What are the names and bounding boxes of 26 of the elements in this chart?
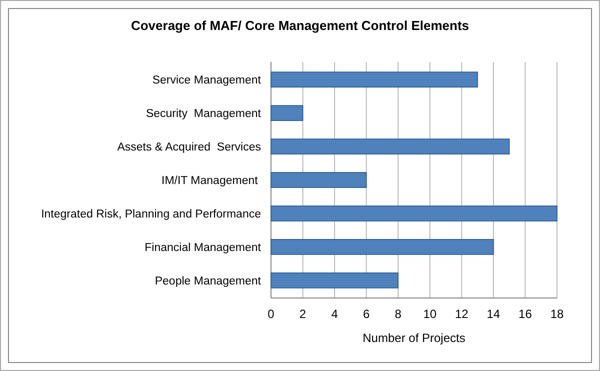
x-tick-label: 0 — [268, 307, 275, 321]
x-tick-label: 18 — [550, 307, 564, 321]
x-tick-label: 10 — [423, 307, 437, 321]
bar — [270, 138, 510, 154]
y-tick-label: Integrated Risk, Planning and Performance — [41, 208, 261, 220]
x-tick-label: 4 — [331, 307, 338, 321]
y-tick-label: Assets & Acquired Services — [117, 142, 262, 154]
y-tick-label: IM/IT Management — [162, 175, 261, 188]
y-tick-label: Financial Management — [144, 242, 262, 254]
x-tick-label: 14 — [486, 307, 500, 321]
bar — [270, 72, 478, 88]
x-tick-label: 12 — [454, 307, 469, 321]
y-tick-label: Security Management — [146, 108, 262, 120]
bar — [270, 172, 367, 188]
x-tick-label: 6 — [362, 307, 370, 321]
bar — [270, 272, 399, 288]
y-tick-label: Service Management — [152, 74, 262, 87]
bar — [270, 206, 558, 222]
x-tick-label: 2 — [299, 307, 306, 321]
y-tick-label: People Management — [154, 275, 262, 288]
x-axis-title: Number of Projects — [362, 331, 466, 345]
x-tick-label: 16 — [518, 307, 532, 321]
bar — [270, 239, 494, 255]
bar — [270, 105, 304, 121]
chart-title: Coverage of MAF/ Core Management Control Elements — [130, 18, 470, 33]
x-tick-label: 8 — [394, 307, 402, 321]
